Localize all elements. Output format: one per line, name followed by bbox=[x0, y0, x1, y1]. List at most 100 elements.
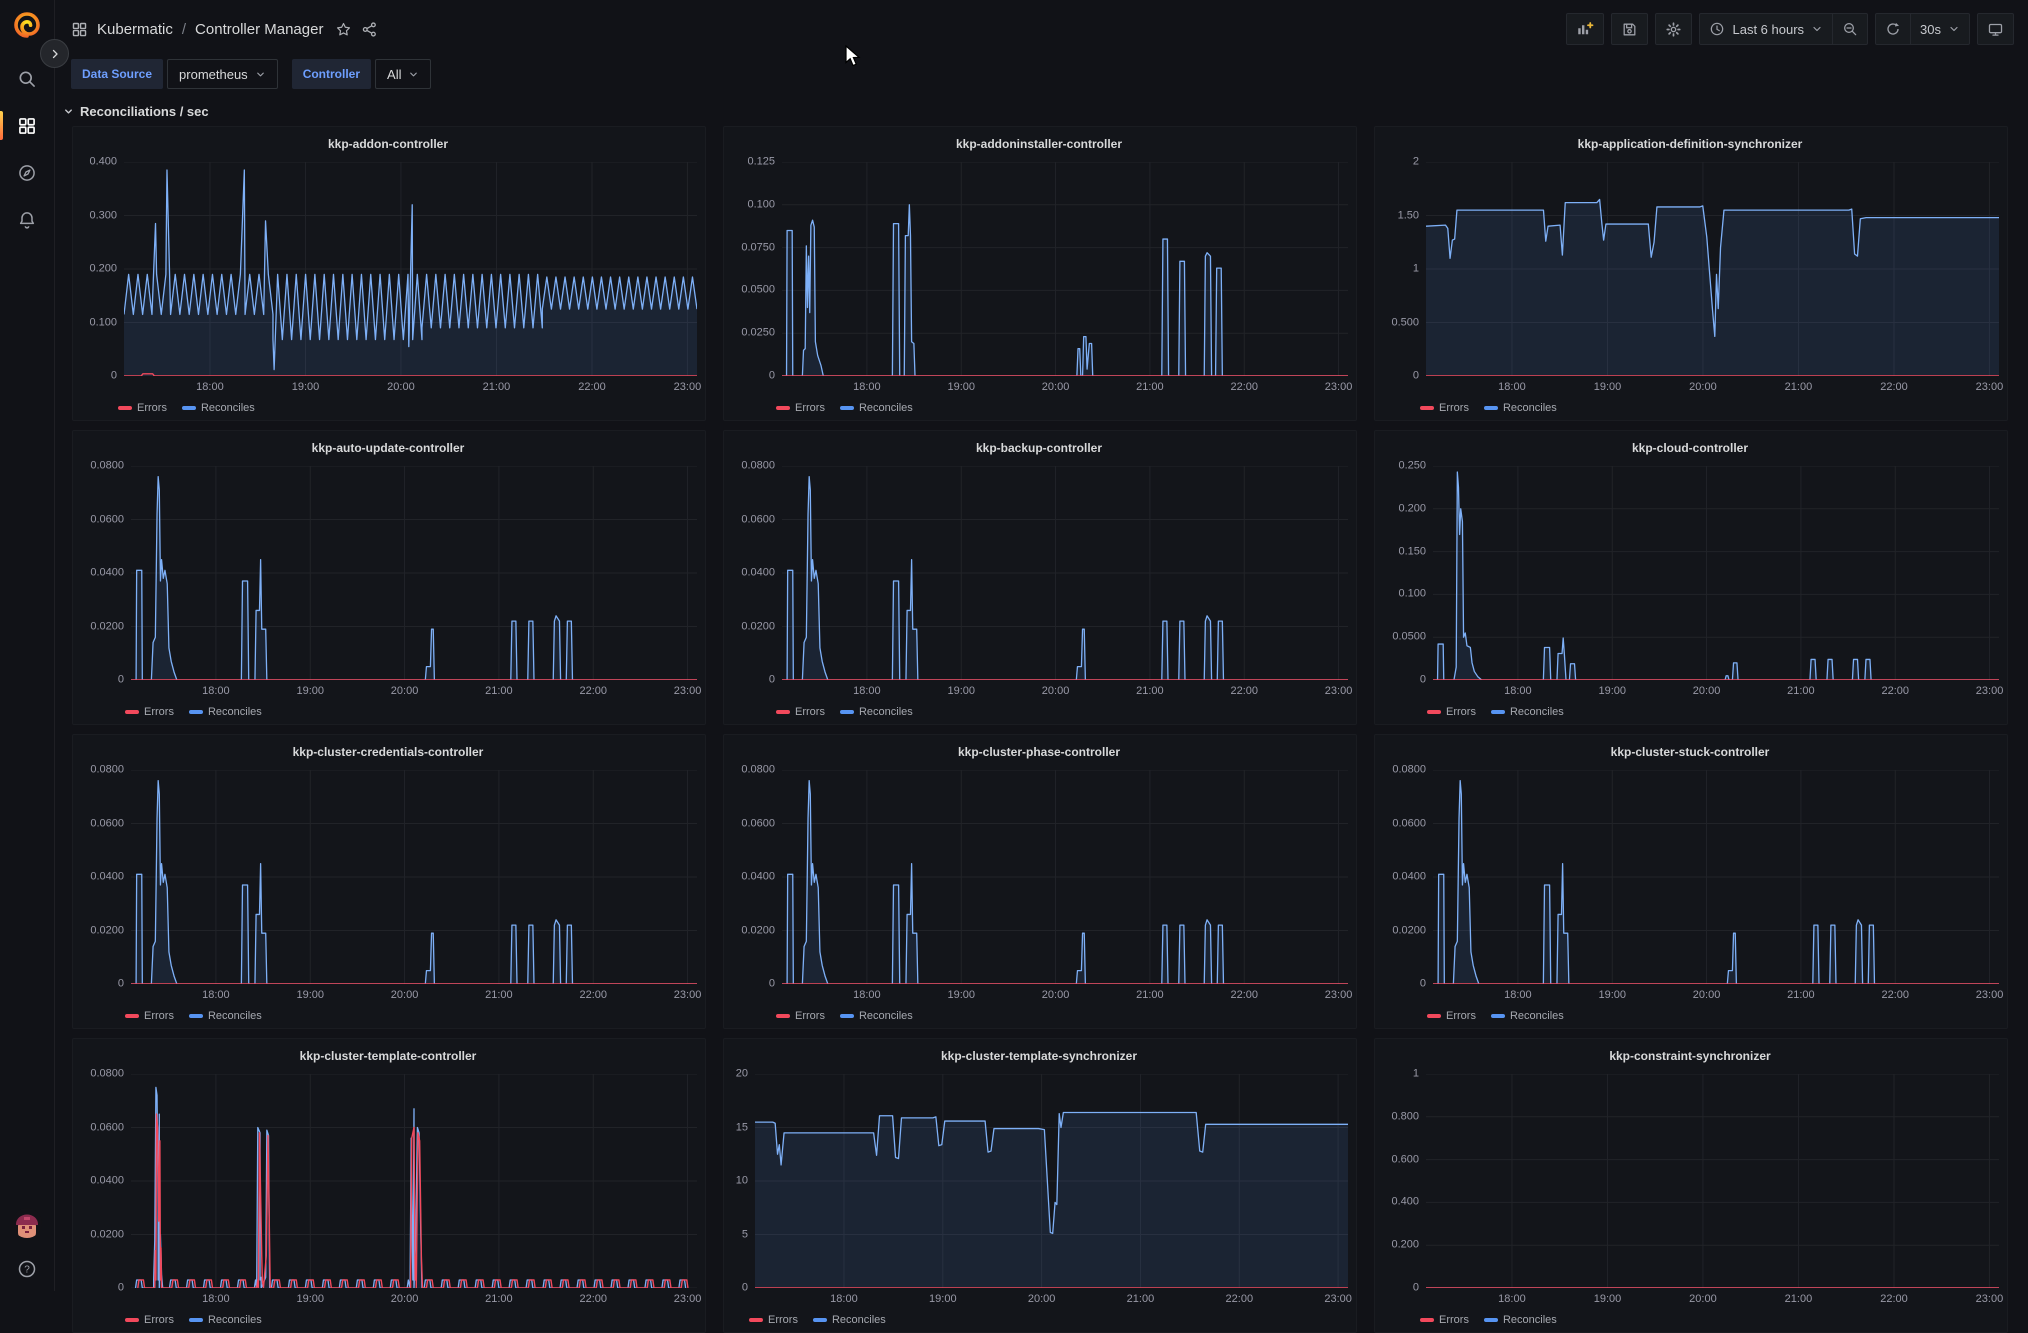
legend-item-reconciles[interactable]: Reconciles bbox=[1483, 401, 1557, 414]
datasource-dropdown[interactable]: prometheus bbox=[167, 59, 278, 89]
share-icon[interactable] bbox=[361, 21, 378, 38]
y-axis: 0 0.0200 0.0400 0.0600 0.0800 bbox=[730, 764, 782, 989]
plot-area[interactable] bbox=[124, 162, 697, 376]
plot-area[interactable] bbox=[131, 1074, 697, 1288]
panel-title[interactable]: kkp-cluster-credentials-controller bbox=[292, 745, 484, 759]
plot-area[interactable] bbox=[131, 770, 697, 984]
panel-title[interactable]: kkp-addoninstaller-controller bbox=[955, 137, 1123, 151]
legend-item-reconciles[interactable]: Reconciles bbox=[188, 1009, 262, 1022]
legend-item-errors[interactable]: Errors bbox=[776, 706, 825, 718]
dashboard-settings-button[interactable] bbox=[1655, 13, 1693, 45]
legend-item-errors[interactable]: Errors bbox=[1427, 706, 1476, 718]
expand-sidebar-button[interactable] bbox=[40, 39, 69, 68]
plot-area[interactable] bbox=[1426, 162, 1999, 376]
legend-item-reconciles[interactable]: Reconciles bbox=[1483, 1314, 1557, 1326]
legend-item-errors[interactable]: Errors bbox=[125, 1314, 174, 1326]
alerting-bell-icon[interactable] bbox=[0, 196, 54, 243]
plot-area[interactable] bbox=[1426, 1074, 1999, 1288]
controller-label[interactable]: Controller bbox=[291, 59, 372, 89]
panel-title[interactable]: kkp-backup-controller bbox=[975, 441, 1103, 455]
legend-item-reconciles[interactable]: Reconciles bbox=[812, 1314, 886, 1326]
add-panel-button[interactable] bbox=[1566, 13, 1605, 45]
reconciles-swatch bbox=[839, 1013, 854, 1018]
panel-title[interactable]: kkp-constraint-synchronizer bbox=[1609, 1049, 1771, 1063]
legend-item-reconciles[interactable]: Reconciles bbox=[839, 1010, 913, 1022]
legend-item-errors[interactable]: Errors bbox=[776, 1010, 825, 1022]
breadcrumb-page[interactable]: Controller Manager bbox=[195, 20, 324, 38]
plot-area[interactable] bbox=[1433, 466, 1999, 680]
x-axis: 18:00 19:00 20:00 21:00 22:00 23:00 bbox=[782, 376, 1352, 395]
legend-item-reconciles[interactable]: Reconciles bbox=[188, 706, 262, 718]
reconciles-swatch bbox=[812, 1317, 827, 1322]
x-tick-label: 20:00 bbox=[390, 989, 419, 1001]
panel-body: 0 0.0200 0.0400 0.0600 0.0800 bbox=[730, 764, 1348, 989]
reconciles-swatch bbox=[1490, 709, 1505, 714]
refresh-button[interactable] bbox=[1876, 14, 1910, 44]
plot-area[interactable] bbox=[1433, 770, 1999, 984]
legend-label-reconciles: Reconciles bbox=[207, 1009, 262, 1022]
legend-item-reconciles[interactable]: Reconciles bbox=[181, 402, 255, 414]
x-tick-label: 18:00 bbox=[853, 989, 881, 1001]
legend-item-errors[interactable]: Errors bbox=[1420, 1314, 1469, 1326]
panel-title[interactable]: kkp-cluster-phase-controller bbox=[957, 745, 1121, 759]
panel-title[interactable]: kkp-cluster-template-synchronizer bbox=[940, 1049, 1138, 1063]
zoom-out-button[interactable] bbox=[1832, 14, 1867, 44]
reconciles-swatch bbox=[1483, 1317, 1498, 1322]
legend-label-reconciles: Reconciles bbox=[1502, 401, 1557, 414]
y-tick-label: 0.0400 bbox=[90, 566, 124, 579]
controller-dropdown[interactable]: All bbox=[375, 59, 432, 89]
panel-title[interactable]: kkp-application-definition-synchronizer bbox=[1577, 137, 1803, 151]
save-dashboard-button[interactable] bbox=[1611, 13, 1649, 45]
panel-title[interactable]: kkp-cluster-template-controller bbox=[299, 1049, 477, 1063]
row-reconciliations[interactable]: Reconciliations / sec bbox=[55, 89, 2028, 124]
plot-area[interactable] bbox=[755, 1074, 1348, 1288]
x-tick-label: 20:00 bbox=[1041, 685, 1070, 697]
legend-item-errors[interactable]: Errors bbox=[776, 402, 825, 414]
x-tick-label: 22:00 bbox=[1230, 989, 1259, 1001]
tv-mode-button[interactable] bbox=[1977, 13, 2014, 45]
panel-title[interactable]: kkp-cloud-controller bbox=[1631, 441, 1748, 455]
breadcrumb: Kubermatic / Controller Manager bbox=[71, 21, 378, 38]
legend-item-reconciles[interactable]: Reconciles bbox=[1490, 1010, 1564, 1022]
sidebar-item-dashboards[interactable] bbox=[0, 102, 54, 149]
time-range-picker[interactable]: Last 6 hours bbox=[1700, 14, 1832, 44]
legend-item-errors[interactable]: Errors bbox=[749, 1314, 798, 1326]
panel-title[interactable]: kkp-addon-controller bbox=[327, 137, 448, 151]
legend-item-reconciles[interactable]: Reconciles bbox=[188, 1314, 262, 1326]
y-tick-label: 0.0250 bbox=[741, 326, 775, 339]
refresh-interval-dropdown[interactable]: 30s bbox=[1910, 14, 1969, 44]
explore-compass-icon[interactable] bbox=[0, 149, 54, 196]
legend-item-reconciles[interactable]: Reconciles bbox=[1490, 705, 1564, 718]
datasource-label[interactable]: Data Source bbox=[71, 59, 164, 89]
legend-item-errors[interactable]: Errors bbox=[125, 706, 174, 718]
legend-item-reconciles[interactable]: Reconciles bbox=[839, 705, 913, 718]
y-tick-label: 0.0600 bbox=[741, 513, 775, 525]
legend-item-reconciles[interactable]: Reconciles bbox=[839, 402, 913, 414]
grafana-logo[interactable] bbox=[13, 11, 41, 39]
reconciles-swatch bbox=[839, 709, 854, 714]
sidebar: ? bbox=[0, 0, 55, 1291]
user-avatar[interactable] bbox=[0, 1199, 54, 1247]
panel-title[interactable]: kkp-auto-update-controller bbox=[311, 441, 465, 455]
legend-item-errors[interactable]: Errors bbox=[118, 402, 167, 414]
plot-area[interactable] bbox=[782, 466, 1348, 680]
legend-item-errors[interactable]: Errors bbox=[1420, 402, 1469, 414]
errors-swatch bbox=[125, 709, 139, 714]
plot-area[interactable] bbox=[782, 770, 1348, 984]
panel-title[interactable]: kkp-cluster-stuck-controller bbox=[1610, 745, 1770, 759]
refresh-controls: 30s bbox=[1875, 13, 1970, 45]
breadcrumb-dashboard[interactable]: Kubermatic bbox=[97, 20, 173, 38]
legend-item-errors[interactable]: Errors bbox=[1427, 1010, 1476, 1022]
y-tick-label: 0.0200 bbox=[90, 620, 124, 632]
legend-label-reconciles: Reconciles bbox=[1509, 705, 1564, 718]
legend-item-errors[interactable]: Errors bbox=[125, 1010, 174, 1022]
plot-area[interactable] bbox=[131, 466, 697, 680]
help-icon[interactable]: ? bbox=[0, 1247, 54, 1291]
chart-panel: kkp-cluster-stuck-controller 0 0.0200 0.04… bbox=[1374, 734, 2008, 1029]
legend-label-reconciles: Reconciles bbox=[858, 705, 913, 718]
plot-area[interactable] bbox=[782, 162, 1348, 376]
x-tick-label: 23:00 bbox=[1975, 685, 2004, 697]
x-tick-label: 23:00 bbox=[673, 1293, 702, 1305]
search-icon[interactable] bbox=[0, 55, 54, 102]
favorite-star-icon[interactable] bbox=[335, 21, 352, 38]
